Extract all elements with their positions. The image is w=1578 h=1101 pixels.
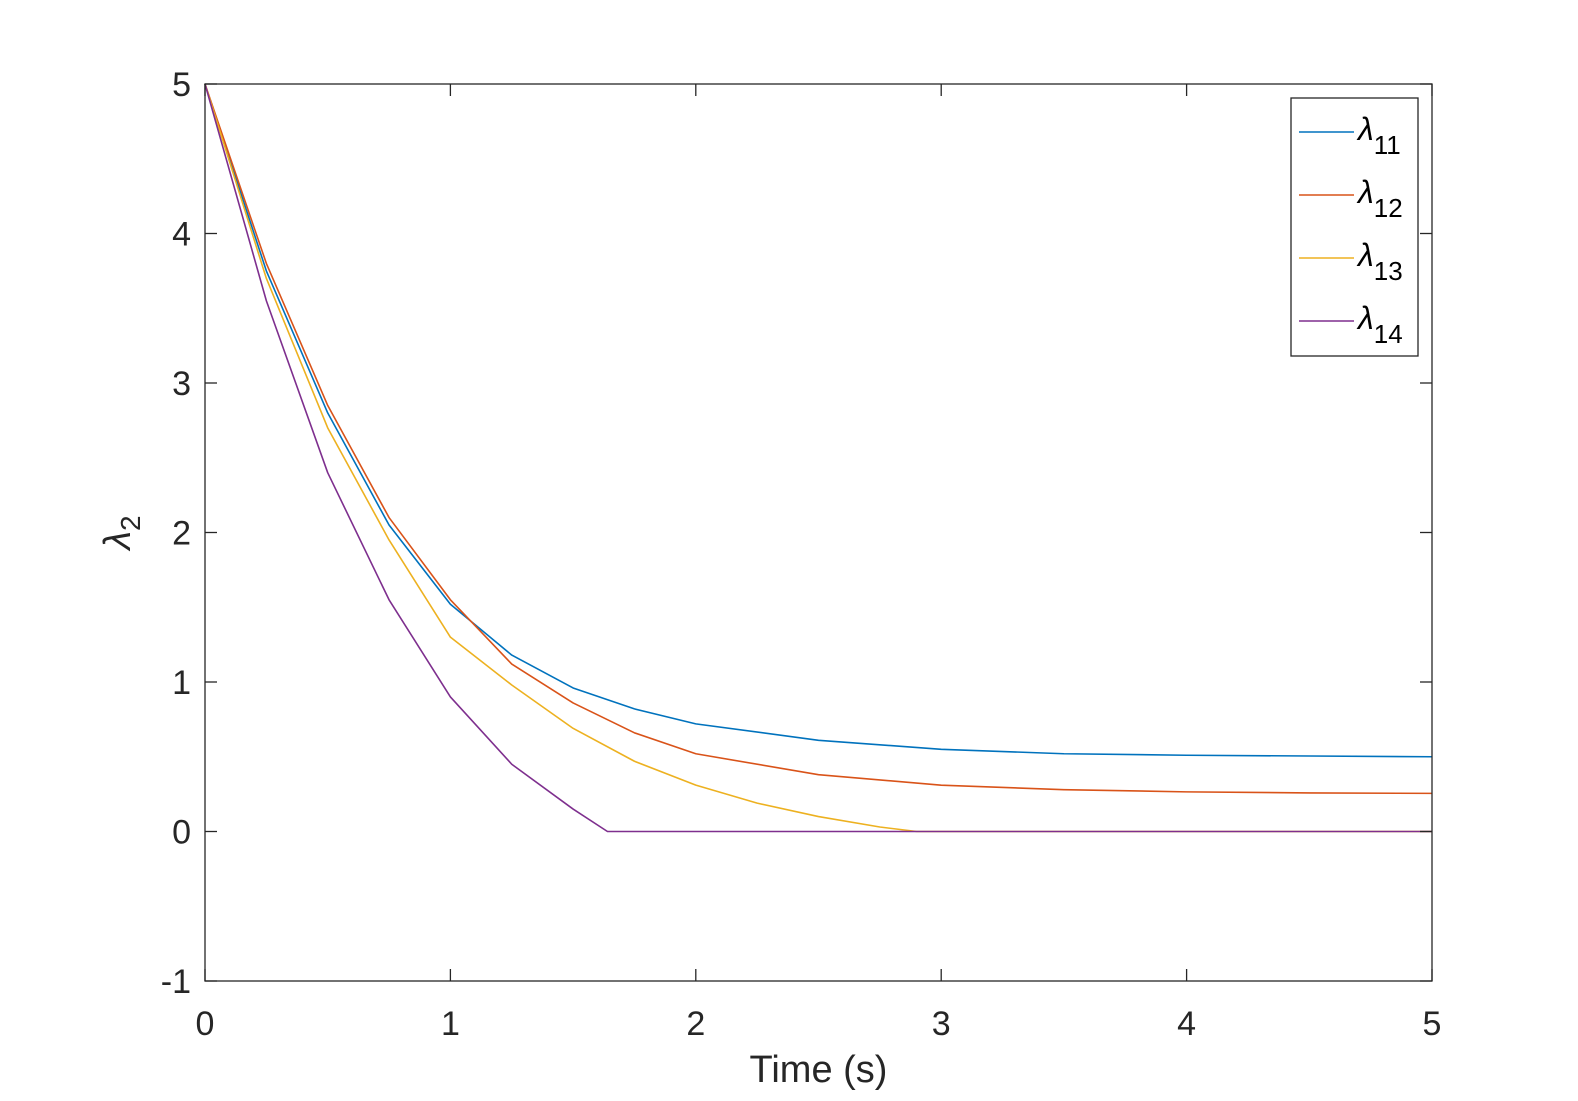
legend-label-subscript: 13 <box>1374 256 1403 286</box>
y-tick-label: 3 <box>172 365 191 403</box>
legend-label-subscript: 12 <box>1374 193 1403 223</box>
y-axis-title-subscript: 2 <box>115 515 146 531</box>
axes <box>204 83 1433 982</box>
legend-label-symbol: λ <box>1356 237 1374 273</box>
legend-box <box>1290 97 1419 357</box>
x-tick-label: 3 <box>932 1005 951 1043</box>
series-line-12 <box>204 83 1433 795</box>
y-tick-labels: -1 0 1 2 3 4 5 <box>161 66 191 1001</box>
x-tick-label: 5 <box>1423 1005 1442 1043</box>
legend-label-13: λ13 <box>1356 237 1403 286</box>
x-tick-label: 1 <box>441 1005 460 1043</box>
x-tick-label: 2 <box>686 1005 705 1043</box>
y-axis-title: λ2 <box>97 515 146 551</box>
legend-label-12: λ12 <box>1356 174 1403 223</box>
legend-label-symbol: λ <box>1356 111 1374 147</box>
legend-label-subscript: 14 <box>1374 319 1403 349</box>
y-tick-label: 4 <box>172 216 191 254</box>
series-line-14 <box>204 83 1432 833</box>
y-tick-label: -1 <box>161 963 191 1001</box>
plot-area <box>205 84 1432 981</box>
y-tick-label: 5 <box>172 66 191 104</box>
legend-label-11: λ11 <box>1356 111 1401 160</box>
y-tick-label: 1 <box>172 664 191 702</box>
series-group <box>204 83 1433 833</box>
legend-label-symbol: λ <box>1356 300 1374 336</box>
x-tick-label: 0 <box>196 1005 215 1043</box>
legend-label-subscript: 11 <box>1374 130 1401 160</box>
y-axis-title-symbol: λ <box>97 531 139 552</box>
y-tick-label: 0 <box>172 814 191 852</box>
x-tick-labels: 0 1 2 3 4 5 <box>196 1005 1442 1043</box>
legend-label-symbol: λ <box>1356 174 1374 210</box>
legend-label-14: λ14 <box>1356 300 1403 349</box>
series-line-11 <box>204 83 1433 758</box>
y-tick-label: 2 <box>172 515 191 553</box>
x-axis-title: Time (s) <box>750 1049 888 1091</box>
x-tick-label: 4 <box>1177 1005 1196 1043</box>
